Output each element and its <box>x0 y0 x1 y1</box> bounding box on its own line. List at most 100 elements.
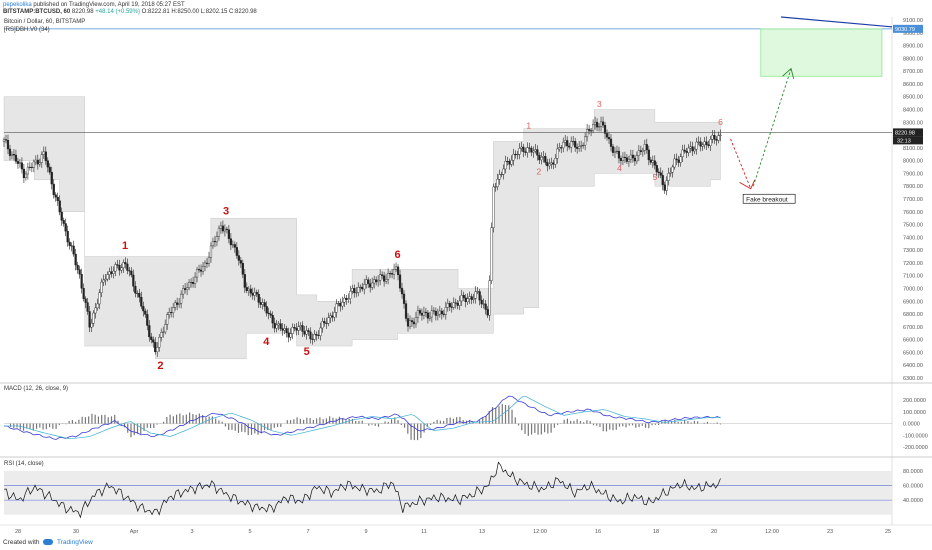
candlestick <box>327 312 330 327</box>
candle-body <box>132 274 135 287</box>
candle-body <box>595 121 599 128</box>
wave-label-major: 4 <box>263 336 270 348</box>
candlestick <box>88 305 91 333</box>
candlestick <box>609 134 613 152</box>
candle-body <box>675 158 678 161</box>
candlestick <box>490 222 493 285</box>
candle-body <box>333 312 336 318</box>
indicator-title: [RS]DBH.V0 (34) <box>4 27 50 33</box>
candlestick <box>74 248 77 271</box>
candle-body <box>687 147 690 153</box>
candle-body <box>482 303 485 305</box>
candlestick <box>162 326 165 338</box>
candle-body <box>414 317 418 325</box>
candle-body <box>516 154 519 156</box>
candlestick <box>201 261 205 275</box>
candle-body <box>548 163 551 167</box>
candle-body <box>377 280 380 283</box>
candle-body <box>191 281 195 284</box>
candlestick <box>203 260 207 272</box>
candlestick <box>683 144 686 154</box>
footer: Created with TradingView <box>3 539 93 546</box>
time-tick-label: 16 <box>595 529 601 535</box>
candle-body <box>205 262 209 264</box>
candle-body <box>325 322 328 324</box>
candle-body <box>48 166 51 173</box>
candle-body <box>221 225 225 232</box>
candlestick <box>701 142 704 151</box>
macd-tick-label: 200.0000 <box>903 398 926 404</box>
candlestick <box>607 131 611 144</box>
candle-body <box>82 287 85 299</box>
candle-body <box>400 287 404 295</box>
candle-body <box>209 245 213 258</box>
fake-breakout-label: Fake breakout <box>746 196 788 203</box>
candlestick <box>687 144 690 157</box>
candle-body <box>528 147 531 149</box>
countdown-text: 32:13 <box>897 138 911 144</box>
footer-brand[interactable]: TradingView <box>57 539 93 546</box>
candlestick <box>106 271 109 282</box>
candle-body <box>633 157 636 162</box>
candle-body <box>162 331 165 333</box>
candlestick <box>156 342 159 358</box>
candlestick <box>333 306 336 322</box>
candlestick <box>279 319 282 332</box>
candle-body <box>506 161 509 163</box>
candlestick <box>434 307 437 321</box>
rsi-tick-label: 40.0000 <box>903 498 923 504</box>
candle-body <box>193 276 197 284</box>
candle-body <box>381 274 384 276</box>
candlestick <box>195 266 199 283</box>
candle-body <box>490 227 493 281</box>
candle-body <box>615 150 619 152</box>
candlestick <box>462 291 465 302</box>
candle-body <box>345 297 348 300</box>
price-tick-label: 8700.00 <box>903 69 923 75</box>
price-tick-label: 9000.00 <box>903 31 923 37</box>
candle-body <box>233 244 236 248</box>
candle-body <box>273 322 276 329</box>
candle-body <box>20 162 24 170</box>
target-arrowhead <box>782 67 795 79</box>
candlestick <box>315 331 318 341</box>
candle-body <box>166 314 169 325</box>
candlestick <box>452 297 455 310</box>
candle-body <box>241 263 244 275</box>
rsi-line <box>3 461 721 519</box>
candle-body <box>689 146 692 149</box>
candle-body <box>267 312 270 314</box>
candle-body <box>464 297 467 303</box>
macd-tick-label: -100.0000 <box>903 433 928 439</box>
candle-body <box>566 140 569 147</box>
candle-body <box>355 292 358 294</box>
candlestick <box>635 151 638 165</box>
candlestick <box>193 272 197 289</box>
candle-body <box>28 166 31 168</box>
time-tick-label: 11 <box>421 529 427 535</box>
candlestick <box>653 155 656 170</box>
candlestick <box>422 306 426 320</box>
candle-body <box>418 310 422 314</box>
author-link[interactable]: pepekolika <box>3 2 32 8</box>
wave-label-minor: 4 <box>617 163 622 173</box>
candlestick <box>297 321 300 335</box>
candlestick <box>187 279 191 291</box>
candle-body <box>564 140 567 143</box>
candle-body <box>540 157 543 161</box>
candle-body <box>584 136 587 146</box>
candle-body <box>68 241 71 246</box>
candle-body <box>213 241 217 243</box>
candle-body <box>30 166 33 168</box>
candle-body <box>404 303 408 319</box>
candlestick <box>693 146 696 155</box>
price-tick-label: 7000.00 <box>903 287 923 293</box>
candle-body <box>530 147 533 153</box>
candle-body <box>711 135 714 140</box>
candle-body <box>52 183 55 196</box>
candlestick <box>695 137 698 155</box>
candle-body <box>32 161 35 168</box>
candle-body <box>180 293 183 304</box>
candle-body <box>363 284 366 290</box>
